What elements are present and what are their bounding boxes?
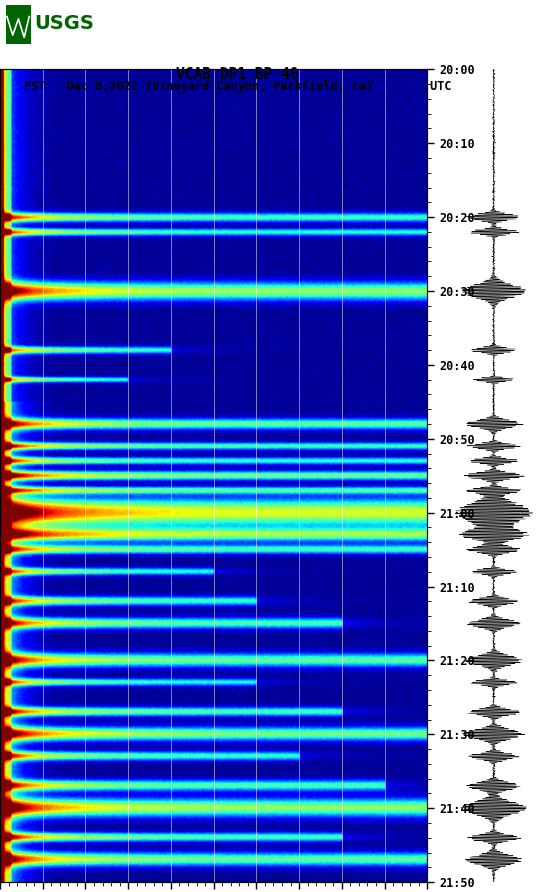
Text: USGS: USGS — [34, 14, 94, 33]
Text: VCAB DP1 BP 40: VCAB DP1 BP 40 — [176, 67, 299, 82]
Text: PST   Dec 8,2022 (Vineyard Canyon, Parkfield, Ca)        UTC: PST Dec 8,2022 (Vineyard Canyon, Parkfie… — [24, 80, 451, 94]
